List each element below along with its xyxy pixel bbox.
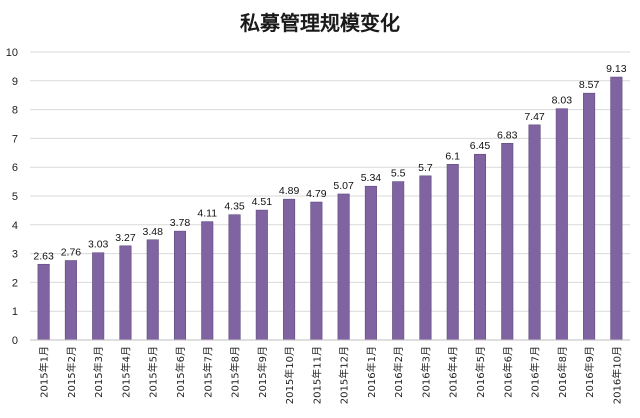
- bar: [201, 221, 214, 341]
- bar: [337, 193, 350, 341]
- data-label: 3.03: [88, 239, 109, 251]
- y-tick-label: 9: [12, 76, 18, 88]
- x-tick-label: 2016年5月: [474, 346, 487, 398]
- y-tick-label: 0: [12, 335, 18, 347]
- bar: [555, 108, 568, 341]
- bar: [255, 209, 268, 341]
- data-label: 5.7: [418, 162, 433, 174]
- x-tick-label: 2015年11月: [310, 346, 323, 404]
- data-label: 5.34: [361, 172, 382, 184]
- x-tick-label: 2016年7月: [529, 346, 542, 398]
- bar: [119, 245, 132, 341]
- data-labels: 2.63 2.76 3.03 3.27 3.48 3.78 4.11 4.35 4.51 4.89…: [33, 63, 626, 262]
- data-label: 6.45: [470, 140, 491, 152]
- x-tick-label: 2015年10月: [283, 346, 296, 404]
- data-label: 9.13: [606, 63, 627, 75]
- data-label: 3.78: [170, 217, 191, 229]
- bar: [37, 263, 50, 341]
- bar: [228, 214, 241, 341]
- bar: [283, 198, 296, 341]
- x-tick-label: 2015年9月: [256, 346, 269, 398]
- x-tick-label: 2016年1月: [365, 346, 378, 398]
- x-tick-label: 2016年8月: [556, 346, 569, 398]
- x-tick-label: 2016年4月: [447, 346, 460, 398]
- data-label: 4.79: [306, 188, 327, 200]
- data-label: 7.47: [524, 111, 545, 123]
- y-tick-label: 8: [12, 105, 18, 117]
- bar: [446, 164, 459, 341]
- x-tick-label: 2015年6月: [174, 346, 187, 398]
- data-label: 4.89: [279, 185, 300, 197]
- bar: [610, 76, 623, 341]
- bar: [92, 252, 105, 341]
- y-tick-label: 6: [12, 162, 18, 174]
- x-axis-ticks: 2015年1月 2015年2月 2015年3月 2015年4月 2015年5月 2015年…: [38, 346, 624, 404]
- y-tick-label: 10: [6, 47, 18, 59]
- y-tick-label: 4: [12, 220, 18, 232]
- x-tick-label: 2015年2月: [65, 346, 78, 398]
- x-tick-label: 2015年7月: [201, 346, 214, 398]
- x-tick-label: 2015年5月: [147, 346, 160, 398]
- bars: [37, 76, 623, 341]
- data-label: 3.27: [115, 232, 136, 244]
- x-tick-label: 2016年10月: [610, 346, 623, 404]
- y-tick-label: 3: [12, 249, 18, 261]
- x-tick-label: 2015年12月: [338, 346, 351, 404]
- y-tick-label: 5: [12, 191, 18, 203]
- y-tick-label: 1: [12, 306, 18, 318]
- bar: [392, 181, 405, 341]
- y-tick-label: 2: [12, 277, 18, 289]
- data-label: 3.48: [143, 226, 164, 238]
- data-label: 4.11: [197, 208, 217, 220]
- y-tick-label: 7: [12, 133, 18, 145]
- bar: [501, 142, 514, 341]
- x-tick-label: 2016年9月: [583, 346, 596, 398]
- bar: [364, 185, 377, 341]
- x-tick-label: 2015年3月: [92, 346, 105, 398]
- bar: [583, 92, 596, 341]
- data-label: 2.76: [61, 247, 82, 259]
- data-label: 2.63: [33, 250, 54, 262]
- bar: [64, 260, 77, 341]
- chart-title: 私募管理规模变化: [240, 11, 400, 35]
- y-axis-ticks: 0 1 2 3 4 5 6 7 8 9 10: [6, 47, 18, 347]
- x-tick-label: 2015年8月: [229, 346, 242, 398]
- data-label: 6.83: [497, 129, 518, 141]
- x-tick-label: 2016年6月: [501, 346, 514, 398]
- data-label: 4.51: [252, 196, 273, 208]
- data-label: 6.1: [445, 150, 460, 162]
- data-label: 4.35: [224, 201, 245, 213]
- x-tick-label: 2015年1月: [38, 346, 51, 398]
- x-tick-label: 2015年4月: [119, 346, 132, 398]
- bar: [173, 230, 187, 341]
- bar: [473, 153, 487, 341]
- bar: [528, 124, 541, 341]
- data-label: 5.5: [391, 168, 406, 180]
- bar: [146, 239, 159, 341]
- data-label: 8.57: [579, 79, 600, 91]
- bar: [310, 201, 323, 341]
- x-tick-label: 2016年3月: [419, 346, 432, 398]
- bar: [419, 175, 432, 341]
- data-label: 8.03: [552, 95, 573, 107]
- x-tick-label: 2016年2月: [392, 346, 405, 398]
- data-label: 5.07: [333, 180, 354, 192]
